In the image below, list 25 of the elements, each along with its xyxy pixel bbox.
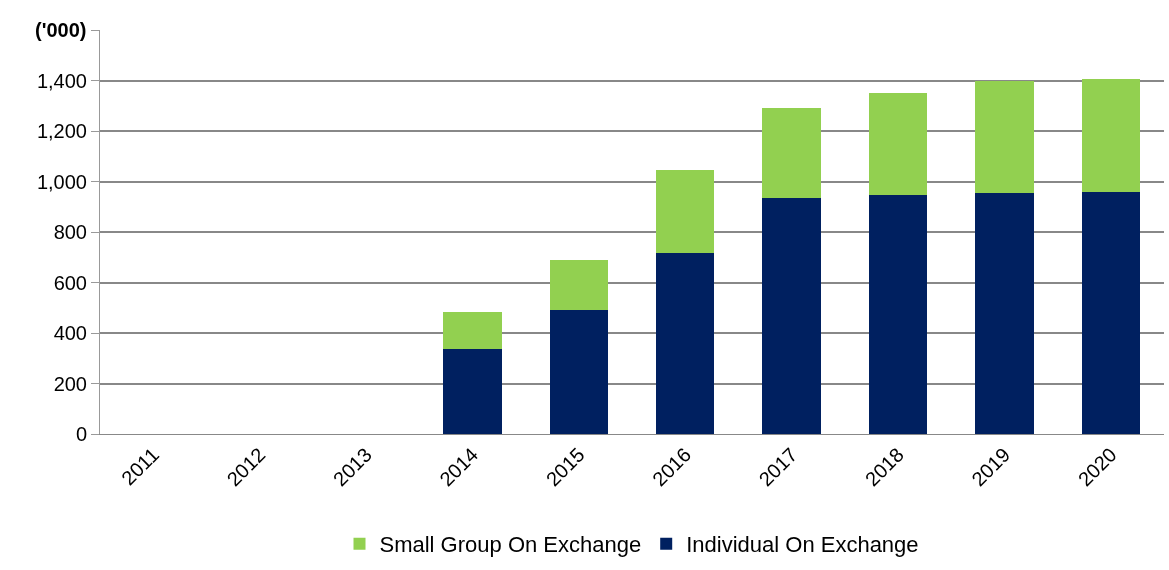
bar	[868, 93, 928, 196]
y-axis-title: ('000)	[35, 19, 87, 41]
legend-label: Small Group On Exchange	[379, 532, 642, 558]
y-tick-label: 0	[75, 423, 87, 445]
bar	[975, 80, 1034, 193]
bar	[549, 259, 609, 311]
bar	[655, 170, 715, 254]
bar	[443, 349, 502, 434]
legend-label: Individual On Exchange	[686, 532, 919, 558]
bar	[443, 311, 502, 350]
bar	[655, 253, 715, 434]
bar	[1081, 191, 1141, 434]
bar	[975, 192, 1034, 434]
bar	[549, 310, 609, 434]
bar	[762, 108, 821, 198]
y-tick-label: 1,200	[36, 120, 87, 142]
y-tick-label: 200	[53, 372, 87, 395]
y-tick-label: 400	[53, 322, 87, 344]
bar	[1081, 79, 1141, 192]
bar	[868, 195, 928, 434]
y-tick-label: 1,000	[36, 170, 87, 193]
y-tick-label: 1,400	[36, 69, 87, 92]
bar	[762, 197, 821, 434]
y-tick-label: 600	[53, 271, 87, 294]
y-tick-label: 800	[53, 221, 87, 243]
